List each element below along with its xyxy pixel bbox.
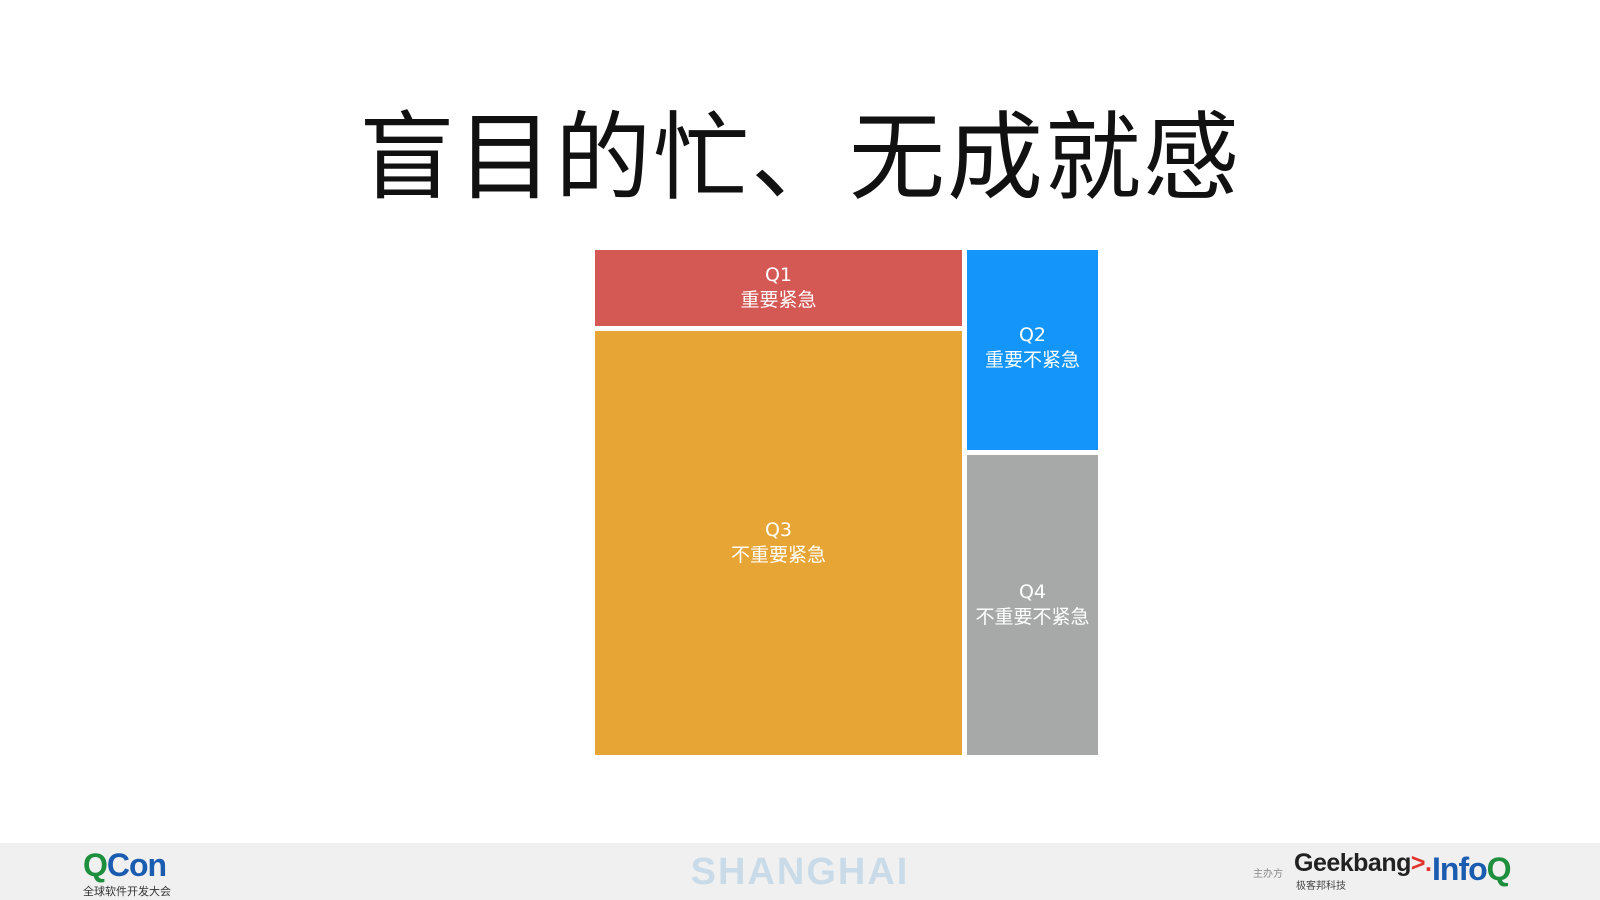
geekbang-logo: Geekbang>. 极客邦科技 <box>1294 849 1432 892</box>
quadrant-q4: Q4 不重要不紧急 <box>967 455 1098 755</box>
slide-title: 盲目的忙、无成就感 <box>359 102 1241 214</box>
qcon-wordmark: QCon <box>83 849 171 881</box>
quadrant-q3: Q3 不重要紧急 <box>595 331 962 755</box>
quadrant-q1-label: Q1 <box>764 264 793 286</box>
qcon-subtitle: 全球软件开发大会 <box>83 885 171 898</box>
geekbang-subtitle: 极客邦科技 <box>1296 881 1346 892</box>
geekbang-wordmark-text: Geekbang <box>1294 849 1411 877</box>
organizer-label: 主办方 <box>1253 869 1283 880</box>
city-label: SHANGHAI <box>690 851 910 893</box>
quadrant-q2-desc: 重要不紧急 <box>984 349 1080 371</box>
quadrant-q4-desc: 不重要不紧急 <box>975 606 1090 628</box>
infoq-wordmark-info: Info <box>1432 851 1488 887</box>
geekbang-arrow-icon: >. <box>1410 849 1432 877</box>
geekbang-wordmark: Geekbang>. <box>1294 849 1432 877</box>
qcon-wordmark-con: Con <box>106 847 167 883</box>
quadrant-q3-desc: 不重要紧急 <box>730 544 826 566</box>
quadrant-q1-desc: 重要紧急 <box>740 289 817 311</box>
qcon-wordmark-q: Q <box>83 847 108 883</box>
quadrant-q2-label: Q2 <box>1018 324 1047 346</box>
footer-bar: QCon 全球软件开发大会 SHANGHAI 主办方 Geekbang>. 极客… <box>0 843 1600 900</box>
infoq-logo: InfoQ <box>1432 851 1512 888</box>
quadrant-q4-label: Q4 <box>1018 581 1047 603</box>
quadrant-q2: Q2 重要不紧急 <box>967 250 1098 450</box>
quadrant-q1: Q1 重要紧急 <box>595 250 962 326</box>
quadrant-q3-label: Q3 <box>764 519 793 541</box>
infoq-wordmark-q: Q <box>1486 851 1512 887</box>
qcon-logo: QCon 全球软件开发大会 <box>83 849 171 899</box>
